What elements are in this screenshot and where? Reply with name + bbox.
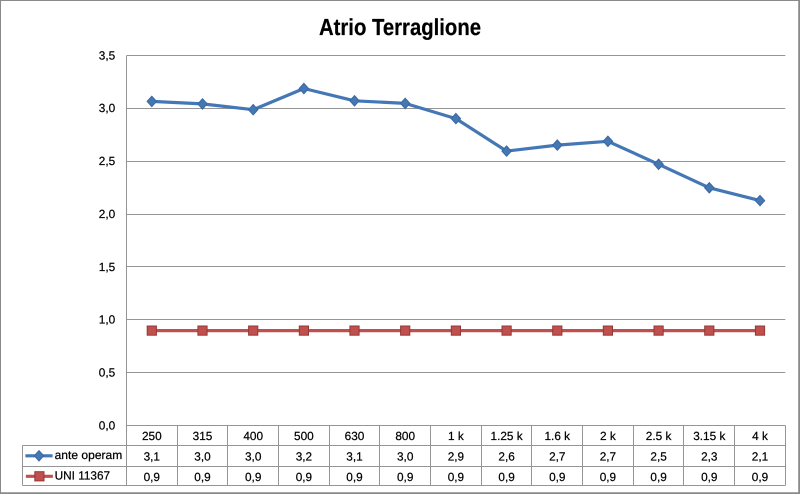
svg-text:2.5 k: 2.5 k [646, 429, 672, 443]
svg-text:3,1: 3,1 [346, 450, 362, 464]
svg-text:1.25 k: 1.25 k [491, 429, 523, 443]
svg-text:1,0: 1,0 [99, 313, 116, 327]
svg-text:2,3: 2,3 [701, 450, 718, 464]
svg-text:2,6: 2,6 [498, 450, 515, 464]
svg-text:2,1: 2,1 [752, 450, 768, 464]
svg-text:3,0: 3,0 [397, 450, 414, 464]
svg-text:0,9: 0,9 [549, 470, 565, 484]
svg-text:UNI 11367: UNI 11367 [55, 468, 111, 482]
svg-text:630: 630 [345, 429, 365, 443]
svg-text:0,9: 0,9 [498, 470, 514, 484]
svg-text:0,9: 0,9 [752, 470, 768, 484]
svg-text:0,9: 0,9 [144, 470, 160, 484]
svg-text:3,0: 3,0 [245, 450, 262, 464]
svg-text:0,9: 0,9 [650, 470, 666, 484]
svg-text:2,9: 2,9 [448, 450, 464, 464]
svg-text:0,9: 0,9 [448, 470, 464, 484]
svg-text:315: 315 [193, 429, 213, 443]
svg-text:Atrio Terraglione: Atrio Terraglione [319, 14, 481, 40]
svg-text:3,0: 3,0 [194, 450, 211, 464]
svg-text:3,2: 3,2 [296, 450, 312, 464]
svg-text:3.15 k: 3.15 k [693, 429, 725, 443]
svg-text:2 k: 2 k [600, 429, 616, 443]
svg-text:800: 800 [395, 429, 415, 443]
svg-text:250: 250 [142, 429, 162, 443]
svg-text:0,9: 0,9 [701, 470, 717, 484]
svg-text:500: 500 [294, 429, 314, 443]
svg-text:3,1: 3,1 [144, 450, 160, 464]
svg-text:0,0: 0,0 [99, 418, 116, 432]
svg-text:0,9: 0,9 [194, 470, 210, 484]
svg-text:0,9: 0,9 [397, 470, 413, 484]
svg-text:ante operam: ante operam [55, 448, 123, 462]
svg-text:0,9: 0,9 [245, 470, 261, 484]
svg-text:0,9: 0,9 [296, 470, 312, 484]
svg-text:3,5: 3,5 [99, 48, 116, 62]
svg-text:2,5: 2,5 [650, 450, 667, 464]
svg-text:0,9: 0,9 [346, 470, 362, 484]
svg-text:0,5: 0,5 [99, 366, 116, 380]
svg-text:1.6 k: 1.6 k [545, 429, 571, 443]
svg-text:1,5: 1,5 [99, 260, 116, 274]
svg-text:1 k: 1 k [448, 429, 464, 443]
svg-text:3,0: 3,0 [99, 101, 116, 115]
svg-text:2,5: 2,5 [99, 154, 116, 168]
svg-text:400: 400 [243, 429, 263, 443]
svg-text:2,7: 2,7 [549, 450, 565, 464]
svg-text:2,7: 2,7 [600, 450, 616, 464]
svg-text:0,9: 0,9 [600, 470, 616, 484]
svg-text:4 k: 4 k [752, 429, 768, 443]
svg-text:2,0: 2,0 [99, 207, 116, 221]
